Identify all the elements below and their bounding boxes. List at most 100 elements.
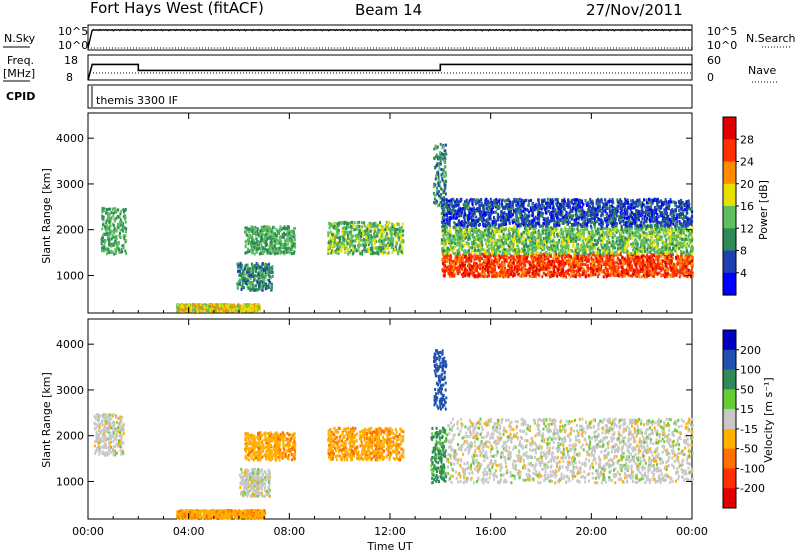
data-cell	[367, 224, 369, 228]
data-cell	[253, 229, 256, 232]
data-cell	[520, 239, 523, 243]
data-cell	[263, 282, 266, 286]
data-cell	[612, 250, 614, 254]
data-cell	[546, 254, 549, 258]
data-cell	[515, 264, 518, 268]
data-cell	[246, 228, 249, 232]
data-cell	[682, 266, 685, 270]
data-cell	[601, 259, 604, 263]
data-cell	[268, 279, 271, 282]
data-cell	[623, 269, 626, 273]
data-cell	[684, 266, 687, 270]
data-cell	[588, 259, 591, 262]
data-cell	[435, 199, 438, 203]
data-cell	[107, 235, 110, 239]
data-cell	[658, 263, 661, 267]
data-cell	[645, 271, 648, 275]
data-cell	[589, 266, 592, 270]
data-cell	[331, 240, 334, 244]
data-cell	[510, 266, 513, 270]
data-cell	[376, 251, 379, 255]
data-cell	[266, 235, 269, 239]
data-cell	[468, 256, 471, 260]
data-cell	[367, 248, 370, 251]
data-cell	[107, 250, 110, 254]
data-cell	[623, 274, 626, 278]
data-cell	[368, 225, 371, 229]
data-cell	[443, 186, 446, 190]
data-cell	[337, 247, 340, 251]
data-cell	[255, 270, 257, 274]
data-cell	[565, 275, 568, 279]
data-cell	[615, 270, 618, 274]
data-cell	[664, 275, 666, 279]
data-cell	[281, 251, 284, 254]
data-cell	[619, 253, 622, 257]
data-cell	[385, 243, 388, 247]
data-cell	[558, 260, 561, 264]
data-cell	[556, 274, 559, 278]
data-cell	[527, 237, 530, 241]
data-cell	[470, 257, 473, 261]
data-cell	[336, 247, 339, 251]
data-cell	[214, 307, 217, 310]
data-cell	[247, 242, 250, 246]
data-cell	[375, 224, 378, 228]
data-cell	[524, 231, 527, 235]
data-cell	[607, 270, 610, 274]
data-cell	[515, 258, 518, 262]
data-cell	[334, 222, 337, 226]
data-cell	[355, 225, 358, 229]
data-cell	[643, 260, 646, 264]
data-cell	[257, 304, 260, 308]
data-cell	[107, 207, 110, 211]
data-cell	[637, 272, 640, 276]
data-cell	[528, 274, 531, 278]
data-cell	[525, 258, 528, 262]
data-cell	[389, 229, 392, 233]
data-cell	[545, 264, 548, 268]
data-cell	[269, 245, 272, 249]
data-cell	[508, 264, 511, 268]
data-cell	[691, 259, 693, 263]
data-cell	[680, 268, 683, 272]
data-cell	[292, 242, 295, 246]
data-cell	[588, 246, 590, 250]
data-cell	[685, 270, 688, 274]
data-cell	[555, 257, 558, 261]
data-cell	[239, 262, 242, 266]
data-cell	[481, 269, 484, 273]
data-cell	[483, 252, 486, 256]
data-cell	[264, 271, 267, 275]
data-cell	[649, 265, 652, 269]
data-cell	[356, 224, 359, 228]
data-cell	[435, 174, 438, 178]
data-cell	[267, 232, 270, 236]
data-cell	[205, 308, 208, 312]
nave-tick-0: 0	[707, 71, 714, 84]
data-cell	[370, 252, 372, 256]
data-cell	[372, 246, 375, 250]
data-cell	[254, 233, 257, 237]
data-cell	[443, 232, 446, 236]
data-cell	[675, 257, 678, 261]
data-cell	[454, 253, 457, 257]
data-cell	[366, 237, 368, 241]
data-cell	[491, 252, 494, 256]
data-cell	[334, 227, 337, 231]
data-cell	[436, 145, 439, 149]
data-cell	[283, 243, 286, 247]
data-cell	[248, 269, 251, 273]
data-cell	[481, 246, 484, 249]
data-cell	[352, 239, 355, 243]
data-cell	[629, 268, 632, 272]
data-cell	[619, 226, 622, 230]
data-cell	[640, 267, 643, 271]
data-cell	[494, 260, 497, 264]
data-cell	[277, 241, 280, 245]
data-cell	[278, 246, 281, 250]
data-cell	[619, 259, 622, 263]
data-cell	[254, 241, 257, 245]
data-cell	[604, 257, 607, 260]
data-cell	[588, 256, 591, 260]
